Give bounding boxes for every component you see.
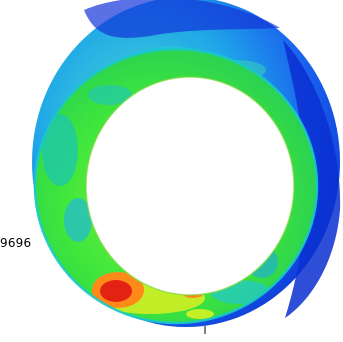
- partial-value-label: 9696: [0, 236, 32, 250]
- central-hole: [86, 77, 294, 295]
- inner-rim: [33, 47, 319, 325]
